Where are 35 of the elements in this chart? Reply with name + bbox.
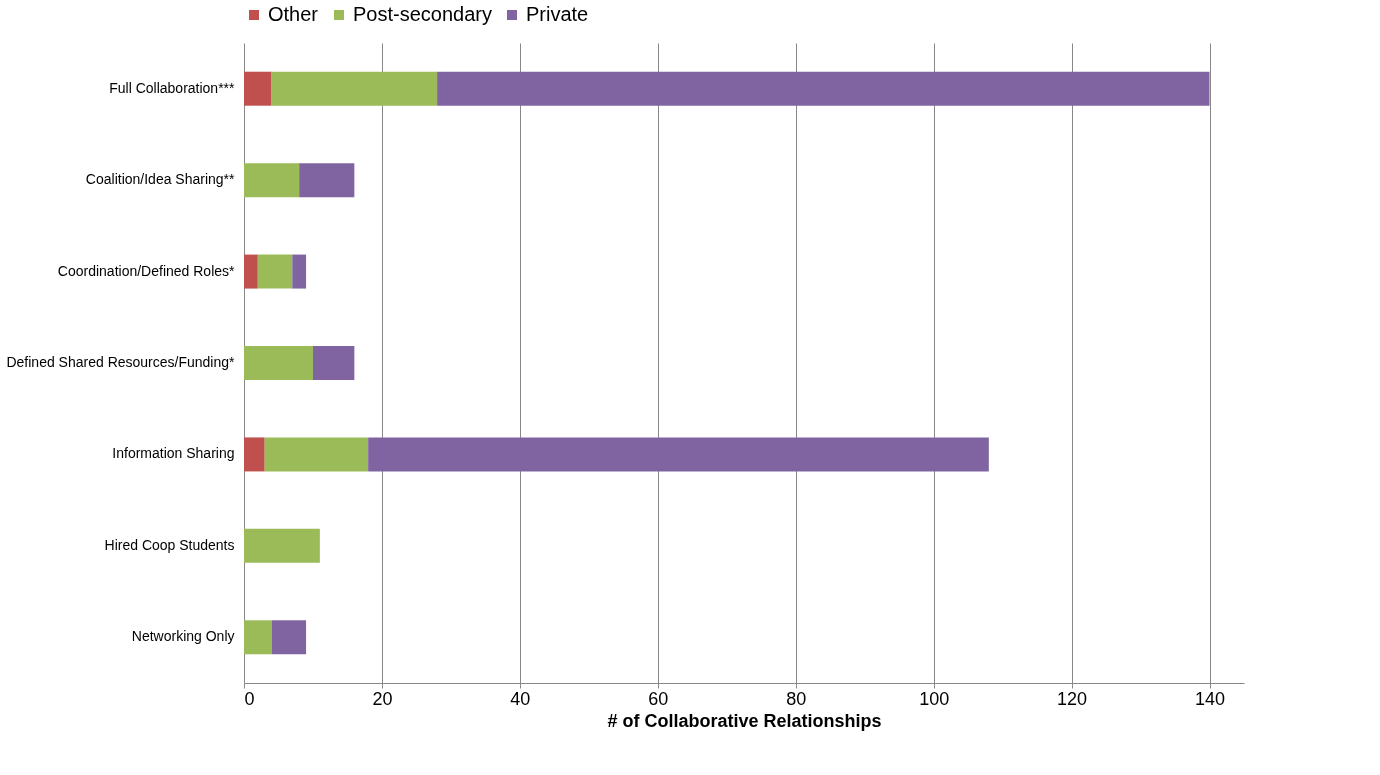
x-tick-label: 20 <box>372 688 393 709</box>
x-tick-label: 40 <box>510 688 531 709</box>
legend-label: Other <box>268 3 319 25</box>
y-tick-label: Networking Only <box>131 628 235 645</box>
x-tick-label: 0 <box>244 688 255 709</box>
bar <box>244 71 272 106</box>
x-tick-label: 100 <box>919 688 950 709</box>
x-tick-label: 140 <box>1194 688 1226 709</box>
x-tick-label: 60 <box>648 688 669 709</box>
bar <box>244 528 320 563</box>
y-tick-label: Coalition/Idea Sharing** <box>85 171 236 188</box>
y-tick-label: Coordination/Defined Roles* <box>57 262 236 279</box>
bar <box>437 71 1210 106</box>
bar <box>299 163 355 198</box>
y-tick-label: Information Sharing <box>112 445 235 462</box>
bar <box>264 437 369 472</box>
x-tick-label: 80 <box>786 688 807 709</box>
bar <box>312 346 355 380</box>
legend-label: Post-secondary <box>353 3 492 25</box>
bar <box>244 620 272 655</box>
bar <box>244 254 258 289</box>
x-axis-title: # of Collaborative Relationships <box>607 710 882 731</box>
bar <box>271 620 307 655</box>
bar <box>244 437 265 472</box>
y-tick-label: Defined Shared Resources/Funding* <box>6 354 236 370</box>
bar <box>244 346 313 380</box>
bar <box>368 437 989 472</box>
bar <box>257 254 293 289</box>
x-tick-label: 120 <box>1057 688 1088 709</box>
bar <box>271 71 438 106</box>
y-tick-label: Full Collaboration*** <box>109 79 236 96</box>
y-tick-label: Hired Coop Students <box>104 536 235 553</box>
legend-label: Private <box>526 3 589 25</box>
bar <box>292 254 307 289</box>
bar <box>244 163 300 198</box>
